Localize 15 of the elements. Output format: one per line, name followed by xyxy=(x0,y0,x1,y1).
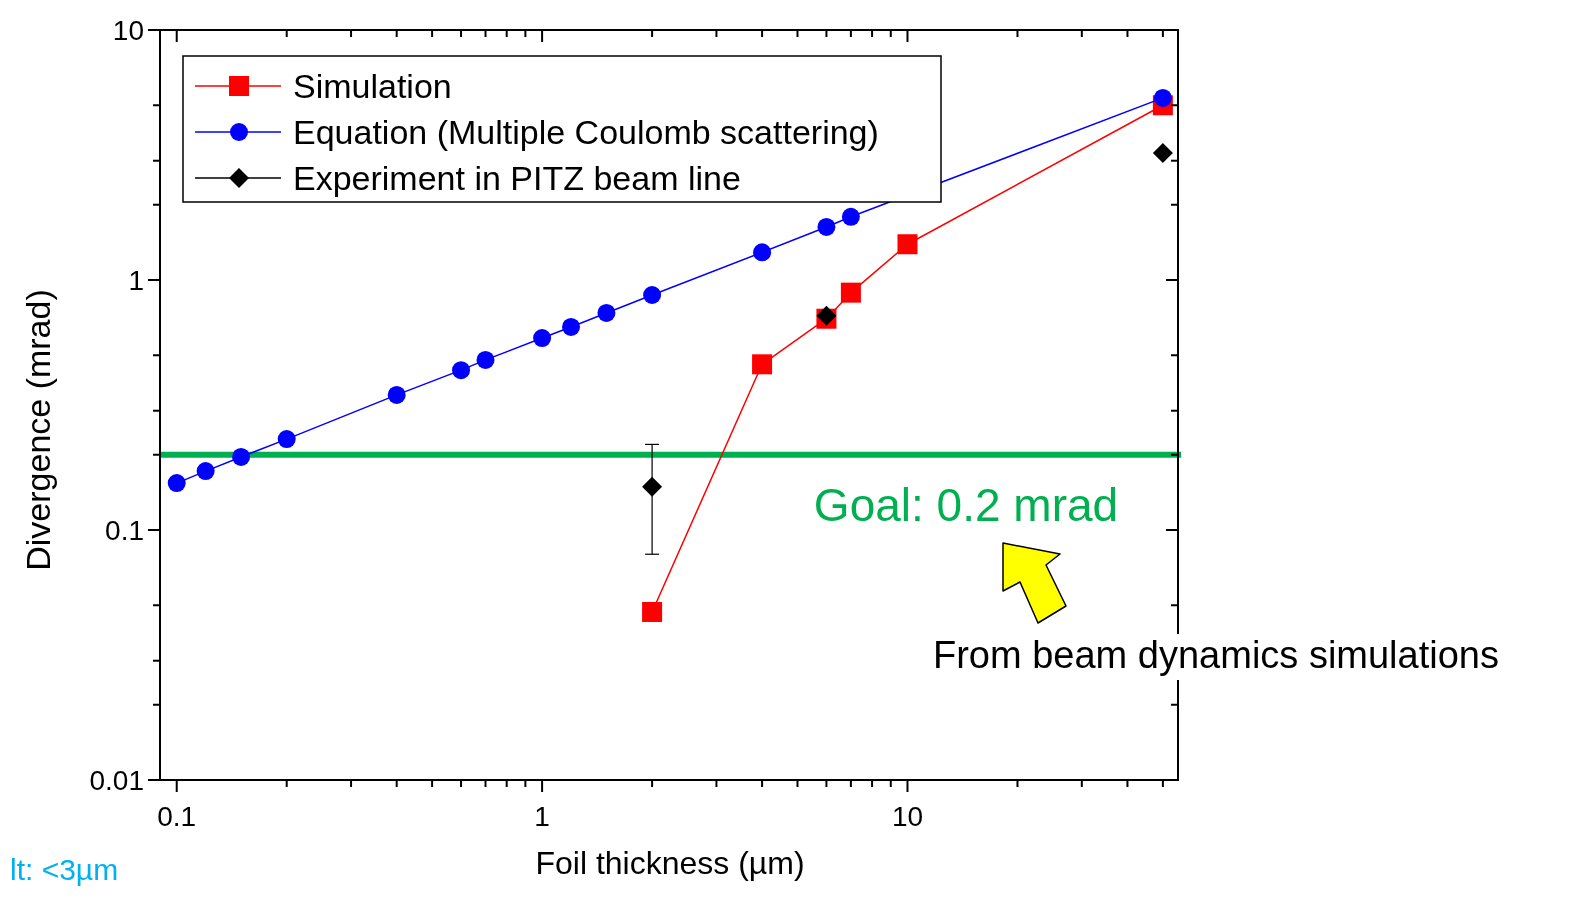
y-tick-label: 0.1 xyxy=(105,515,144,546)
legend-label: Equation (Multiple Coulomb scattering) xyxy=(293,113,879,151)
y-axis-title: Divergence (mrad) xyxy=(19,289,57,571)
text: lt: <3µm xyxy=(10,853,119,886)
x-tick-label: 1 xyxy=(534,801,550,832)
y-tick-label: 0.01 xyxy=(89,765,144,796)
x-axis-title: Foil thickness (µm) xyxy=(535,845,805,881)
ref-line-label: Goal: 0.2 mrad xyxy=(813,478,1119,531)
y-tick-label: 10 xyxy=(112,15,144,46)
x-tick-label: 10 xyxy=(891,801,924,832)
legend-label: Simulation xyxy=(293,67,452,105)
annotation: From beam dynamics simulations xyxy=(933,634,1499,676)
x-tick-label: 0.1 xyxy=(157,801,197,832)
y-tick-label: 1 xyxy=(128,265,144,296)
legend-label: Experiment in PITZ beam line xyxy=(293,159,741,197)
